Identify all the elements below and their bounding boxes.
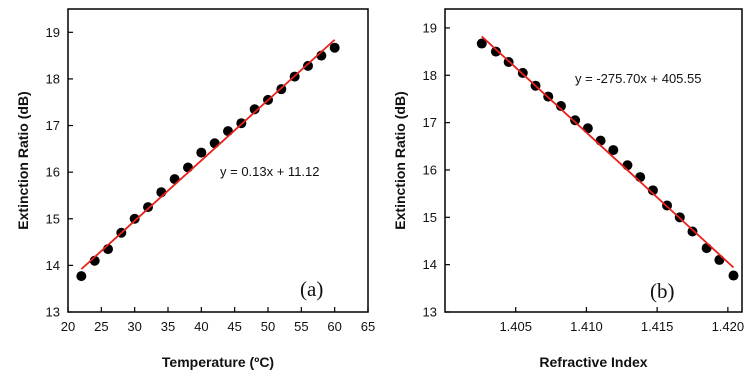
data-point: [129, 213, 140, 224]
data-point: [570, 115, 581, 126]
data-point: [714, 254, 725, 265]
y-tick-label: 13: [423, 305, 437, 320]
x-tick-label: 1.410: [570, 319, 603, 334]
y-axis-title: Extinction Ratio (dB): [15, 91, 31, 229]
y-tick-label: 13: [46, 305, 60, 320]
data-point: [223, 126, 233, 137]
y-tick-label: 17: [46, 118, 60, 133]
plot-frame: [67, 8, 369, 313]
data-point: [143, 202, 153, 213]
data-point: [329, 42, 340, 53]
data-point: [555, 101, 566, 112]
y-tick-label: 15: [423, 210, 437, 225]
data-point: [595, 135, 606, 146]
fit-equation: y = 0.13x + 11.12: [220, 164, 320, 179]
x-tick-label: 1.420: [712, 319, 745, 334]
y-axis-title: Extinction Ratio (dB): [392, 91, 408, 229]
data-point: [303, 60, 313, 71]
data-point: [701, 243, 712, 254]
data-point: [635, 172, 646, 183]
panel-label: (b): [650, 279, 675, 303]
x-tick-label: 45: [227, 319, 241, 334]
data-point: [622, 160, 633, 171]
x-tick-label: 1.405: [499, 319, 532, 334]
fit-line: [481, 35, 735, 269]
y-tick-label: 15: [46, 211, 60, 226]
x-tick-label: 30: [127, 319, 141, 334]
x-tick-label: 1.415: [641, 319, 674, 334]
x-tick-label: 40: [194, 319, 208, 334]
fit-equation: y = -275.70x + 405.55: [575, 71, 701, 86]
x-tick-label: 20: [61, 319, 75, 334]
x-tick-label: 60: [327, 319, 341, 334]
data-point: [490, 46, 501, 57]
data-point: [196, 147, 207, 158]
x-tick-label: 35: [161, 319, 175, 334]
x-tick-label: 55: [294, 319, 308, 334]
y-tick-label: 16: [423, 162, 437, 177]
data-point: [647, 185, 658, 196]
y-tick-label: 14: [46, 258, 60, 273]
data-point: [76, 271, 87, 282]
data-point: [476, 38, 487, 49]
y-tick-label: 14: [423, 257, 437, 272]
y-tick-label: 18: [423, 68, 437, 83]
x-axis-title: Refractive Index: [539, 354, 647, 370]
y-tick-label: 19: [46, 25, 60, 40]
data-point: [249, 104, 260, 115]
data-point: [209, 138, 220, 149]
chart-panel-b: 1.405 1.410 1.415 1.420 13 14 15 16 17 18 19 Refrac…: [392, 8, 745, 370]
chart-panel-a: 20 25 30 35 40 45 50 55 60 65 13 14 15 16 17 18 19 Temper…: [15, 8, 375, 370]
panel-label: (a): [300, 277, 323, 301]
data-point: [687, 226, 698, 237]
data-point: [183, 162, 193, 173]
x-tick-label: 65: [361, 319, 375, 334]
y-tick-label: 16: [46, 165, 60, 180]
x-tick-label: 25: [94, 319, 108, 334]
y-tick-label: 19: [423, 20, 437, 35]
data-point: [728, 270, 739, 281]
x-axis-title: Temperature (ºC): [162, 354, 274, 370]
x-tick-label: 50: [261, 319, 275, 334]
y-tick-label: 18: [46, 71, 60, 86]
fit-line: [80, 39, 336, 270]
plot-frame: [444, 8, 743, 313]
data-point: [608, 145, 619, 156]
y-tick-label: 17: [423, 115, 437, 130]
